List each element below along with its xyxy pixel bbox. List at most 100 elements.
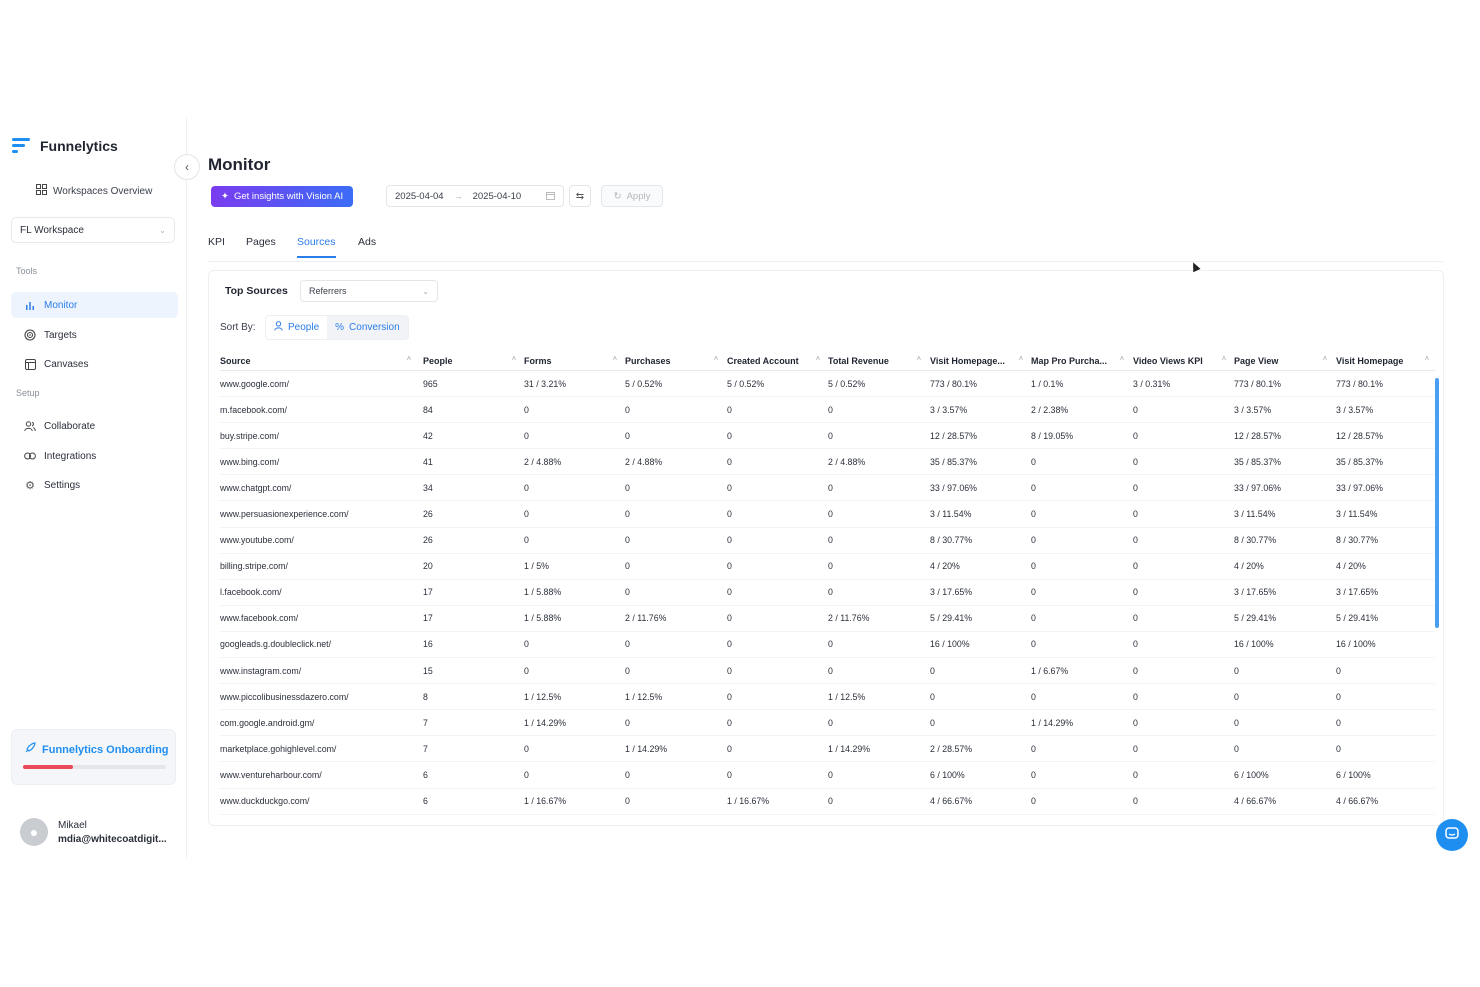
metric-cell: 4 / 66.67%: [930, 796, 973, 807]
table-row[interactable]: marketplace.gohighlevel.com/7 0 1 / 14.29%…: [220, 736, 1435, 763]
table-row[interactable]: buy.stripe.com/42 0 0 0 0 12 / 28.57% 8 / 19.0…: [220, 423, 1435, 450]
tab-sources[interactable]: Sources: [297, 236, 336, 258]
column-header[interactable]: Page View ˄: [1234, 351, 1329, 370]
sidebar-item-canvases[interactable]: Canvases: [11, 351, 178, 377]
metric-cell: 0: [727, 613, 732, 624]
metric-cell: 0: [1133, 535, 1138, 546]
chevron-down-icon: ⌄: [422, 286, 429, 296]
tab-pages[interactable]: Pages: [246, 236, 276, 248]
column-header[interactable]: Map Pro Purcha... ˄: [1031, 351, 1126, 370]
column-header[interactable]: Forms ˄: [524, 351, 619, 370]
metric-cell: 31 / 3.21%: [524, 378, 567, 389]
table-row[interactable]: googleads.g.doubleclick.net/16 0 0 0 0 16 / 1…: [220, 632, 1435, 659]
metric-cell: 2 / 4.88%: [524, 456, 562, 467]
sidebar-item-monitor[interactable]: Monitor: [11, 292, 178, 318]
table-row[interactable]: www.instagram.com/15 0 0 0 0 0 1 / 6.67% 0 0 0: [220, 658, 1435, 685]
sidebar-item-collaborate[interactable]: Collaborate: [11, 413, 178, 439]
column-header[interactable]: Purchases ˄: [625, 351, 720, 370]
sidebar-item-targets[interactable]: Targets: [11, 322, 178, 348]
sort-people-option[interactable]: People: [266, 316, 327, 339]
metric-cell: 0: [524, 769, 529, 780]
table-scrollbar[interactable]: [1435, 378, 1439, 628]
metric-cell: 0: [625, 769, 630, 780]
sort-conversion-option[interactable]: % Conversion: [327, 316, 408, 339]
sidebar-item-settings[interactable]: ⚙ Settings: [11, 472, 178, 498]
sort-caret-icon: ˄: [1322, 356, 1327, 363]
metric-cell: 42: [423, 430, 433, 441]
table-row[interactable]: l.facebook.com/17 1 / 5.88% 0 0 0 3 / 17.65% 0…: [220, 580, 1435, 606]
metric-cell: 0: [727, 535, 732, 546]
tab-ads[interactable]: Ads: [358, 236, 377, 248]
chevron-down-icon: ⌄: [159, 225, 166, 235]
metric-cell: 0: [930, 717, 935, 728]
vision-ai-insights-button[interactable]: ✦ Get insights with Vision AI: [211, 186, 354, 207]
workspaces-overview-link[interactable]: Workspaces Overview: [36, 184, 152, 198]
metric-cell: 0: [727, 561, 732, 572]
column-header[interactable]: Source ˄: [220, 351, 413, 370]
column-header[interactable]: Created Account ˄: [727, 351, 822, 370]
sort-conversion-label: Conversion: [349, 322, 400, 333]
tab-kpi[interactable]: KPI: [208, 236, 225, 248]
table-row[interactable]: www.facebook.com/17 1 / 5.88% 2 / 11.76% 0 2…: [220, 606, 1435, 632]
metric-cell: 0: [1031, 613, 1036, 624]
metric-cell: 12 / 28.57%: [1336, 430, 1383, 441]
user-profile[interactable]: ● Mikael mdia@whitecoatdigit...: [20, 818, 167, 846]
referrer-select[interactable]: Referrers ⌄: [300, 280, 438, 302]
table-row[interactable]: com.google.android.gm/7 1 / 14.29% 0 0 0 0 1 /…: [220, 710, 1435, 737]
metric-cell: 2 / 4.88%: [828, 456, 866, 467]
date-start: 2025-04-04: [395, 190, 444, 202]
sort-caret-icon: ˄: [612, 356, 617, 363]
sidebar-item-integrations[interactable]: Integrations: [11, 443, 178, 469]
table-row[interactable]: www.duckduckgo.com/6 1 / 16.67% 0 1 / 16.67…: [220, 789, 1435, 815]
metric-cell: 0: [625, 717, 630, 728]
metric-cell: 26: [423, 509, 433, 520]
date-range-picker[interactable]: 2025-04-04 → 2025-04-10: [386, 185, 564, 207]
metric-cell: 0: [524, 509, 529, 520]
table-row[interactable]: www.ventureharbour.com/6 0 0 0 0 6 / 100% 0 0 6 …: [220, 762, 1435, 789]
table-row[interactable]: www.chatgpt.com/34 0 0 0 0 33 / 97.06% 0 0 33 / …: [220, 475, 1435, 502]
metric-cell: 5 / 29.41%: [1234, 613, 1277, 624]
chat-support-button[interactable]: [1436, 819, 1468, 851]
workspace-select[interactable]: FL Workspace ⌄: [11, 217, 175, 243]
column-header[interactable]: Video Views KPI ˄: [1133, 351, 1228, 370]
tabs: KPI Pages Sources Ads: [208, 234, 1443, 262]
metric-cell: 0: [1133, 691, 1138, 702]
metric-cell: 3 / 17.65%: [1234, 587, 1277, 598]
metric-cell: 1 / 14.29%: [828, 743, 871, 754]
metric-cell: 0: [1133, 430, 1138, 441]
table-row[interactable]: www.bing.com/41 2 / 4.88% 2 / 4.88% 0 2 / 4.…: [220, 449, 1435, 476]
metric-cell: 0: [1031, 639, 1036, 650]
metric-cell: 0: [1031, 482, 1036, 493]
metric-cell: 0: [727, 430, 732, 441]
column-header-label: People: [423, 355, 453, 366]
metric-cell: 3 / 3.57%: [1234, 404, 1272, 415]
metric-cell: 0: [1133, 509, 1138, 520]
app-window: Funnelytics Workspaces Overview FL Works…: [0, 118, 1480, 858]
table-row[interactable]: m.facebook.com/84 0 0 0 0 3 / 3.57% 2 / 2.38% 0…: [220, 397, 1435, 424]
column-header[interactable]: Total Revenue ˄: [828, 351, 923, 370]
metric-cell: 16 / 100%: [1234, 639, 1274, 650]
column-header[interactable]: Visit Homepage... ˄: [930, 351, 1025, 370]
metric-cell: 0: [524, 665, 529, 676]
calendar-icon: [546, 191, 555, 202]
onboarding-card[interactable]: Funnelytics Onboarding: [11, 729, 176, 785]
apply-button[interactable]: ↻ Apply: [601, 185, 663, 207]
column-header[interactable]: Visit Homepage ˄: [1336, 351, 1431, 370]
link-icon: [24, 450, 36, 462]
table-row[interactable]: www.google.com/965 31 / 3.21% 5 / 0.52% 5 /…: [220, 371, 1435, 398]
collapse-sidebar-button[interactable]: ‹: [174, 154, 200, 180]
metric-cell: 3 / 11.54%: [1234, 509, 1276, 520]
metric-cell: 3 / 17.65%: [930, 587, 973, 598]
metric-cell: 6: [423, 769, 428, 780]
table-row[interactable]: billing.stripe.com/20 1 / 5% 0 0 0 4 / 20% 0 0 4…: [220, 554, 1435, 580]
column-header[interactable]: People ˄: [423, 351, 518, 370]
metric-cell: 3 / 11.54%: [930, 509, 972, 520]
metric-cell: 1 / 12.5%: [524, 691, 562, 702]
table-row[interactable]: www.youtube.com/26 0 0 0 0 8 / 30.77% 0 0 8 / 30…: [220, 528, 1435, 554]
compare-toggle-button[interactable]: ⇆: [569, 185, 591, 207]
metric-cell: 0: [1031, 691, 1036, 702]
table-row[interactable]: www.persuasionexperience.com/26 0 0 0 0 3 / 1…: [220, 501, 1435, 528]
brand[interactable]: Funnelytics: [12, 136, 118, 156]
metric-cell: 965: [423, 378, 438, 389]
table-row[interactable]: www.piccolibusinessdazero.com/8 1 / 12.5%…: [220, 684, 1435, 711]
